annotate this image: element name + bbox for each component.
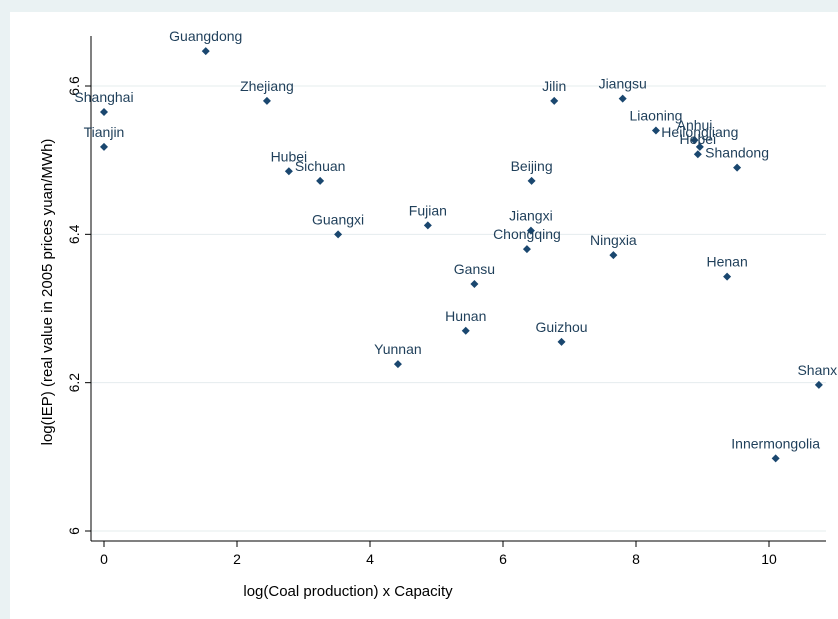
data-point-label: Innermongolia — [731, 435, 820, 451]
data-point-label: Sichuan — [295, 158, 346, 174]
data-point-marker — [693, 150, 702, 159]
data-point-label: Jiangxi — [509, 208, 553, 224]
x-tick-label: 2 — [233, 551, 241, 567]
data-point-marker — [423, 221, 432, 230]
data-point-marker — [651, 126, 660, 135]
data-point-marker — [550, 96, 559, 105]
data-point-label: Guangxi — [312, 211, 364, 227]
data-point-marker — [527, 176, 536, 185]
data-point-label: Guizhou — [535, 319, 587, 335]
data-point-label: Liaoning — [629, 108, 682, 124]
y-tick-label: 6 — [66, 527, 82, 535]
data-point-marker — [609, 251, 618, 260]
data-point-marker — [690, 136, 699, 145]
data-point-label: Ningxia — [590, 232, 637, 248]
axes — [85, 36, 826, 547]
data-point-marker — [557, 337, 566, 346]
data-point-marker — [284, 167, 293, 176]
x-axis-title: log(Coal production) x Capacity — [243, 583, 453, 600]
data-point-label: Heilongjiang — [661, 124, 738, 140]
x-tick-label: 6 — [499, 551, 507, 567]
y-tick-label: 6.2 — [66, 373, 82, 393]
data-point-label: Jilin — [542, 78, 566, 94]
data-point-marker — [526, 226, 535, 235]
data-point-label: Yunnan — [374, 341, 422, 357]
x-tick-label: 8 — [632, 551, 640, 567]
x-tick-label: 0 — [100, 551, 108, 567]
data-point-marker — [100, 107, 108, 116]
data-point-marker — [316, 176, 325, 185]
data-point-marker — [771, 454, 780, 463]
data-point-label: Hubei — [271, 148, 308, 164]
data-point-label: Guangdong — [169, 28, 242, 44]
data-point-label: Shanxi — [797, 362, 838, 378]
data-point-label: Shandong — [705, 145, 769, 161]
tick-labels: 0 2 4 6 8 10 6 6.2 6.4 6.6 — [66, 76, 777, 567]
data-points: Guangdong Shanghai Tianjin Zhejiang HubeiSic… — [74, 28, 838, 463]
data-point-label: Zhejiang — [240, 78, 294, 94]
data-point-marker — [201, 47, 210, 56]
data-point-label: Fujian — [409, 202, 447, 218]
data-point-label: Chongqing — [493, 226, 561, 242]
y-tick-label: 6.4 — [66, 224, 82, 244]
data-point-label: Henan — [706, 254, 747, 270]
data-point-marker — [618, 94, 627, 103]
data-point-label: Anhui — [677, 117, 713, 133]
data-point-marker — [393, 360, 402, 369]
data-point-marker — [733, 163, 742, 172]
data-point-marker — [522, 245, 531, 254]
gridlines — [91, 85, 826, 532]
x-tick-label: 4 — [366, 551, 374, 567]
y-axis-title: log(IEP) (real value in 2005 prices yuan… — [39, 139, 56, 446]
y-tick-label: 6.6 — [66, 76, 82, 96]
data-point-label: Shanghai — [74, 89, 133, 105]
data-point-marker — [100, 142, 108, 151]
data-point-marker — [814, 380, 823, 389]
data-point-label: Gansu — [454, 261, 495, 277]
data-point-marker — [723, 272, 732, 281]
data-point-label: Hebei — [680, 131, 717, 147]
x-tick-label: 10 — [761, 551, 777, 567]
data-point-label: Tianjin — [84, 124, 125, 140]
data-point-marker — [695, 142, 704, 151]
data-point-label: Jiangsu — [599, 76, 647, 92]
data-point-marker — [470, 280, 479, 289]
data-point-marker — [461, 326, 470, 335]
data-point-label: Beijing — [511, 158, 553, 174]
plot-panel — [10, 12, 838, 619]
data-point-label: Hunan — [445, 308, 486, 324]
data-point-marker — [334, 230, 343, 239]
data-point-marker — [262, 96, 271, 105]
